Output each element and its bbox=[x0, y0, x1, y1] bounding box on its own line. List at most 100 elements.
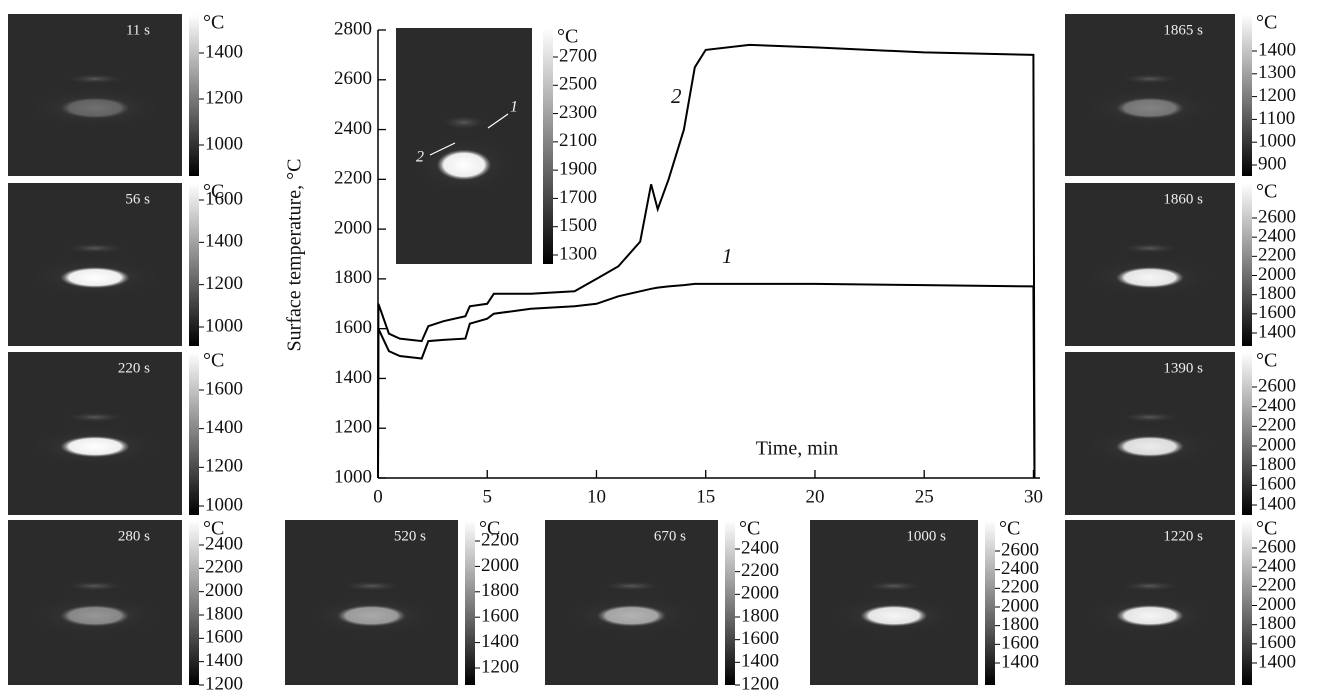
haze bbox=[1121, 243, 1179, 254]
colorbar-unit: °C bbox=[203, 518, 224, 540]
hot-spot bbox=[1116, 604, 1184, 627]
series-line bbox=[377, 282, 1036, 479]
colorbar-tick-label: 1600 bbox=[205, 378, 243, 399]
haze bbox=[65, 73, 125, 84]
colorbar-tick-label: 1400 bbox=[1258, 39, 1296, 60]
haze bbox=[602, 581, 661, 591]
hot-spot bbox=[60, 435, 130, 458]
colorbar-tick-label: 1600 bbox=[205, 627, 243, 648]
hot-spot bbox=[336, 604, 407, 627]
x-tick-label: 5 bbox=[482, 486, 492, 507]
hot-spot bbox=[60, 266, 130, 289]
colorbar-tick-label: 2000 bbox=[1258, 264, 1296, 285]
colorbar bbox=[189, 352, 199, 515]
y-tick-label: 1000 bbox=[334, 466, 372, 487]
colorbar-tick-label: 1800 bbox=[1258, 454, 1296, 475]
colorbar-tick-label: 900 bbox=[1258, 153, 1287, 174]
colorbar-tick-label: 1800 bbox=[741, 605, 779, 626]
colorbar-unit: °C bbox=[203, 350, 224, 372]
hot-spot bbox=[436, 149, 492, 181]
time-label: 1000 s bbox=[906, 528, 946, 544]
colorbar-tick-label: 1400 bbox=[1258, 321, 1296, 342]
colorbar-tick-label: 2200 bbox=[741, 560, 779, 581]
time-label: 56 s bbox=[125, 191, 150, 207]
colorbar-tick-label: 2400 bbox=[205, 533, 243, 554]
colorbar-tick-label: 1500 bbox=[559, 215, 597, 236]
y-tick-label: 2200 bbox=[334, 168, 372, 189]
colorbar-tick-label: 1600 bbox=[1001, 633, 1039, 654]
haze bbox=[865, 581, 923, 591]
colorbar bbox=[465, 520, 475, 685]
hot-spot bbox=[60, 604, 130, 627]
colorbar-tick-label: 1800 bbox=[481, 580, 519, 601]
colorbar-tick-label: 1200 bbox=[741, 673, 779, 691]
haze bbox=[1121, 412, 1179, 423]
colorbar-tick-label: 1800 bbox=[1258, 613, 1296, 634]
y-tick-label: 2800 bbox=[334, 18, 372, 39]
time-label: 280 s bbox=[118, 528, 150, 544]
time-label: 1865 s bbox=[1163, 22, 1203, 38]
colorbar-tick-label: 2000 bbox=[1001, 595, 1039, 616]
colorbar-unit: °C bbox=[203, 12, 224, 34]
x-axis-label: Time, min bbox=[756, 438, 839, 460]
x-tick-label: 20 bbox=[805, 486, 824, 507]
colorbar-tick-label: 1400 bbox=[741, 651, 779, 672]
colorbar-tick-label: 1300 bbox=[1258, 62, 1296, 83]
hot-spot bbox=[1116, 435, 1184, 458]
colorbar-unit: °C bbox=[1256, 518, 1277, 540]
time-label: 220 s bbox=[118, 360, 150, 376]
colorbar-tick-label: 1400 bbox=[205, 650, 243, 671]
point-label: 1 bbox=[510, 99, 518, 116]
colorbar-tick-label: 2200 bbox=[481, 529, 519, 550]
colorbar-tick-label: 2600 bbox=[1258, 206, 1296, 227]
colorbar-tick-label: 1600 bbox=[205, 188, 243, 209]
colorbar-tick-label: 1000 bbox=[205, 494, 243, 515]
colorbar-tick-label: 1400 bbox=[481, 631, 519, 652]
colorbar-tick-label: 2000 bbox=[741, 583, 779, 604]
colorbar-tick-label: 2600 bbox=[1258, 536, 1296, 557]
colorbar-tick-label: 1700 bbox=[559, 187, 597, 208]
colorbar-tick-label: 2700 bbox=[559, 45, 597, 66]
haze bbox=[1121, 73, 1179, 84]
colorbar-unit: °C bbox=[1256, 12, 1277, 34]
colorbar-tick-label: 2200 bbox=[1258, 415, 1296, 436]
haze bbox=[65, 243, 125, 254]
colorbar-tick-label: 2400 bbox=[1001, 558, 1039, 579]
y-axis-label: Surface temperature, °C bbox=[284, 159, 306, 352]
colorbar bbox=[1242, 183, 1252, 346]
colorbar-tick-label: 1200 bbox=[205, 273, 243, 294]
colorbar-tick-label: 2300 bbox=[559, 102, 597, 123]
colorbar-tick-label: 1600 bbox=[1258, 302, 1296, 323]
time-label: 670 s bbox=[654, 528, 686, 544]
hot-spot bbox=[1116, 97, 1184, 119]
colorbar-tick-label: 1600 bbox=[1258, 632, 1296, 653]
x-tick-label: 10 bbox=[587, 486, 606, 507]
hot-spot bbox=[1116, 266, 1184, 289]
series-label: 2 bbox=[671, 84, 682, 108]
colorbar-tick-label: 1000 bbox=[205, 133, 243, 154]
x-tick-label: 0 bbox=[373, 486, 383, 507]
colorbar-tick-label: 2000 bbox=[1258, 434, 1296, 455]
y-tick-label: 2600 bbox=[334, 68, 372, 89]
colorbar-tick-label: 1200 bbox=[205, 87, 243, 108]
time-label: 11 s bbox=[126, 22, 150, 38]
colorbar bbox=[543, 28, 553, 264]
x-tick-label: 15 bbox=[696, 486, 715, 507]
colorbar-tick-label: 1000 bbox=[1258, 131, 1296, 152]
y-tick-label: 2400 bbox=[334, 118, 372, 139]
colorbar-tick-label: 2100 bbox=[559, 130, 597, 151]
point-label: 2 bbox=[416, 149, 424, 166]
colorbar-tick-label: 1800 bbox=[205, 603, 243, 624]
colorbar-unit: °C bbox=[203, 181, 224, 203]
colorbar-tick-label: 1400 bbox=[1258, 493, 1296, 514]
colorbar bbox=[1242, 352, 1252, 515]
time-label: 1860 s bbox=[1163, 191, 1203, 207]
hot-spot bbox=[596, 604, 667, 627]
y-tick-label: 1400 bbox=[334, 367, 372, 388]
colorbar bbox=[1242, 14, 1252, 176]
colorbar-tick-label: 1600 bbox=[1258, 474, 1296, 495]
y-tick-label: 1600 bbox=[334, 317, 372, 338]
y-tick-label: 1800 bbox=[334, 267, 372, 288]
y-tick-label: 1200 bbox=[334, 417, 372, 438]
